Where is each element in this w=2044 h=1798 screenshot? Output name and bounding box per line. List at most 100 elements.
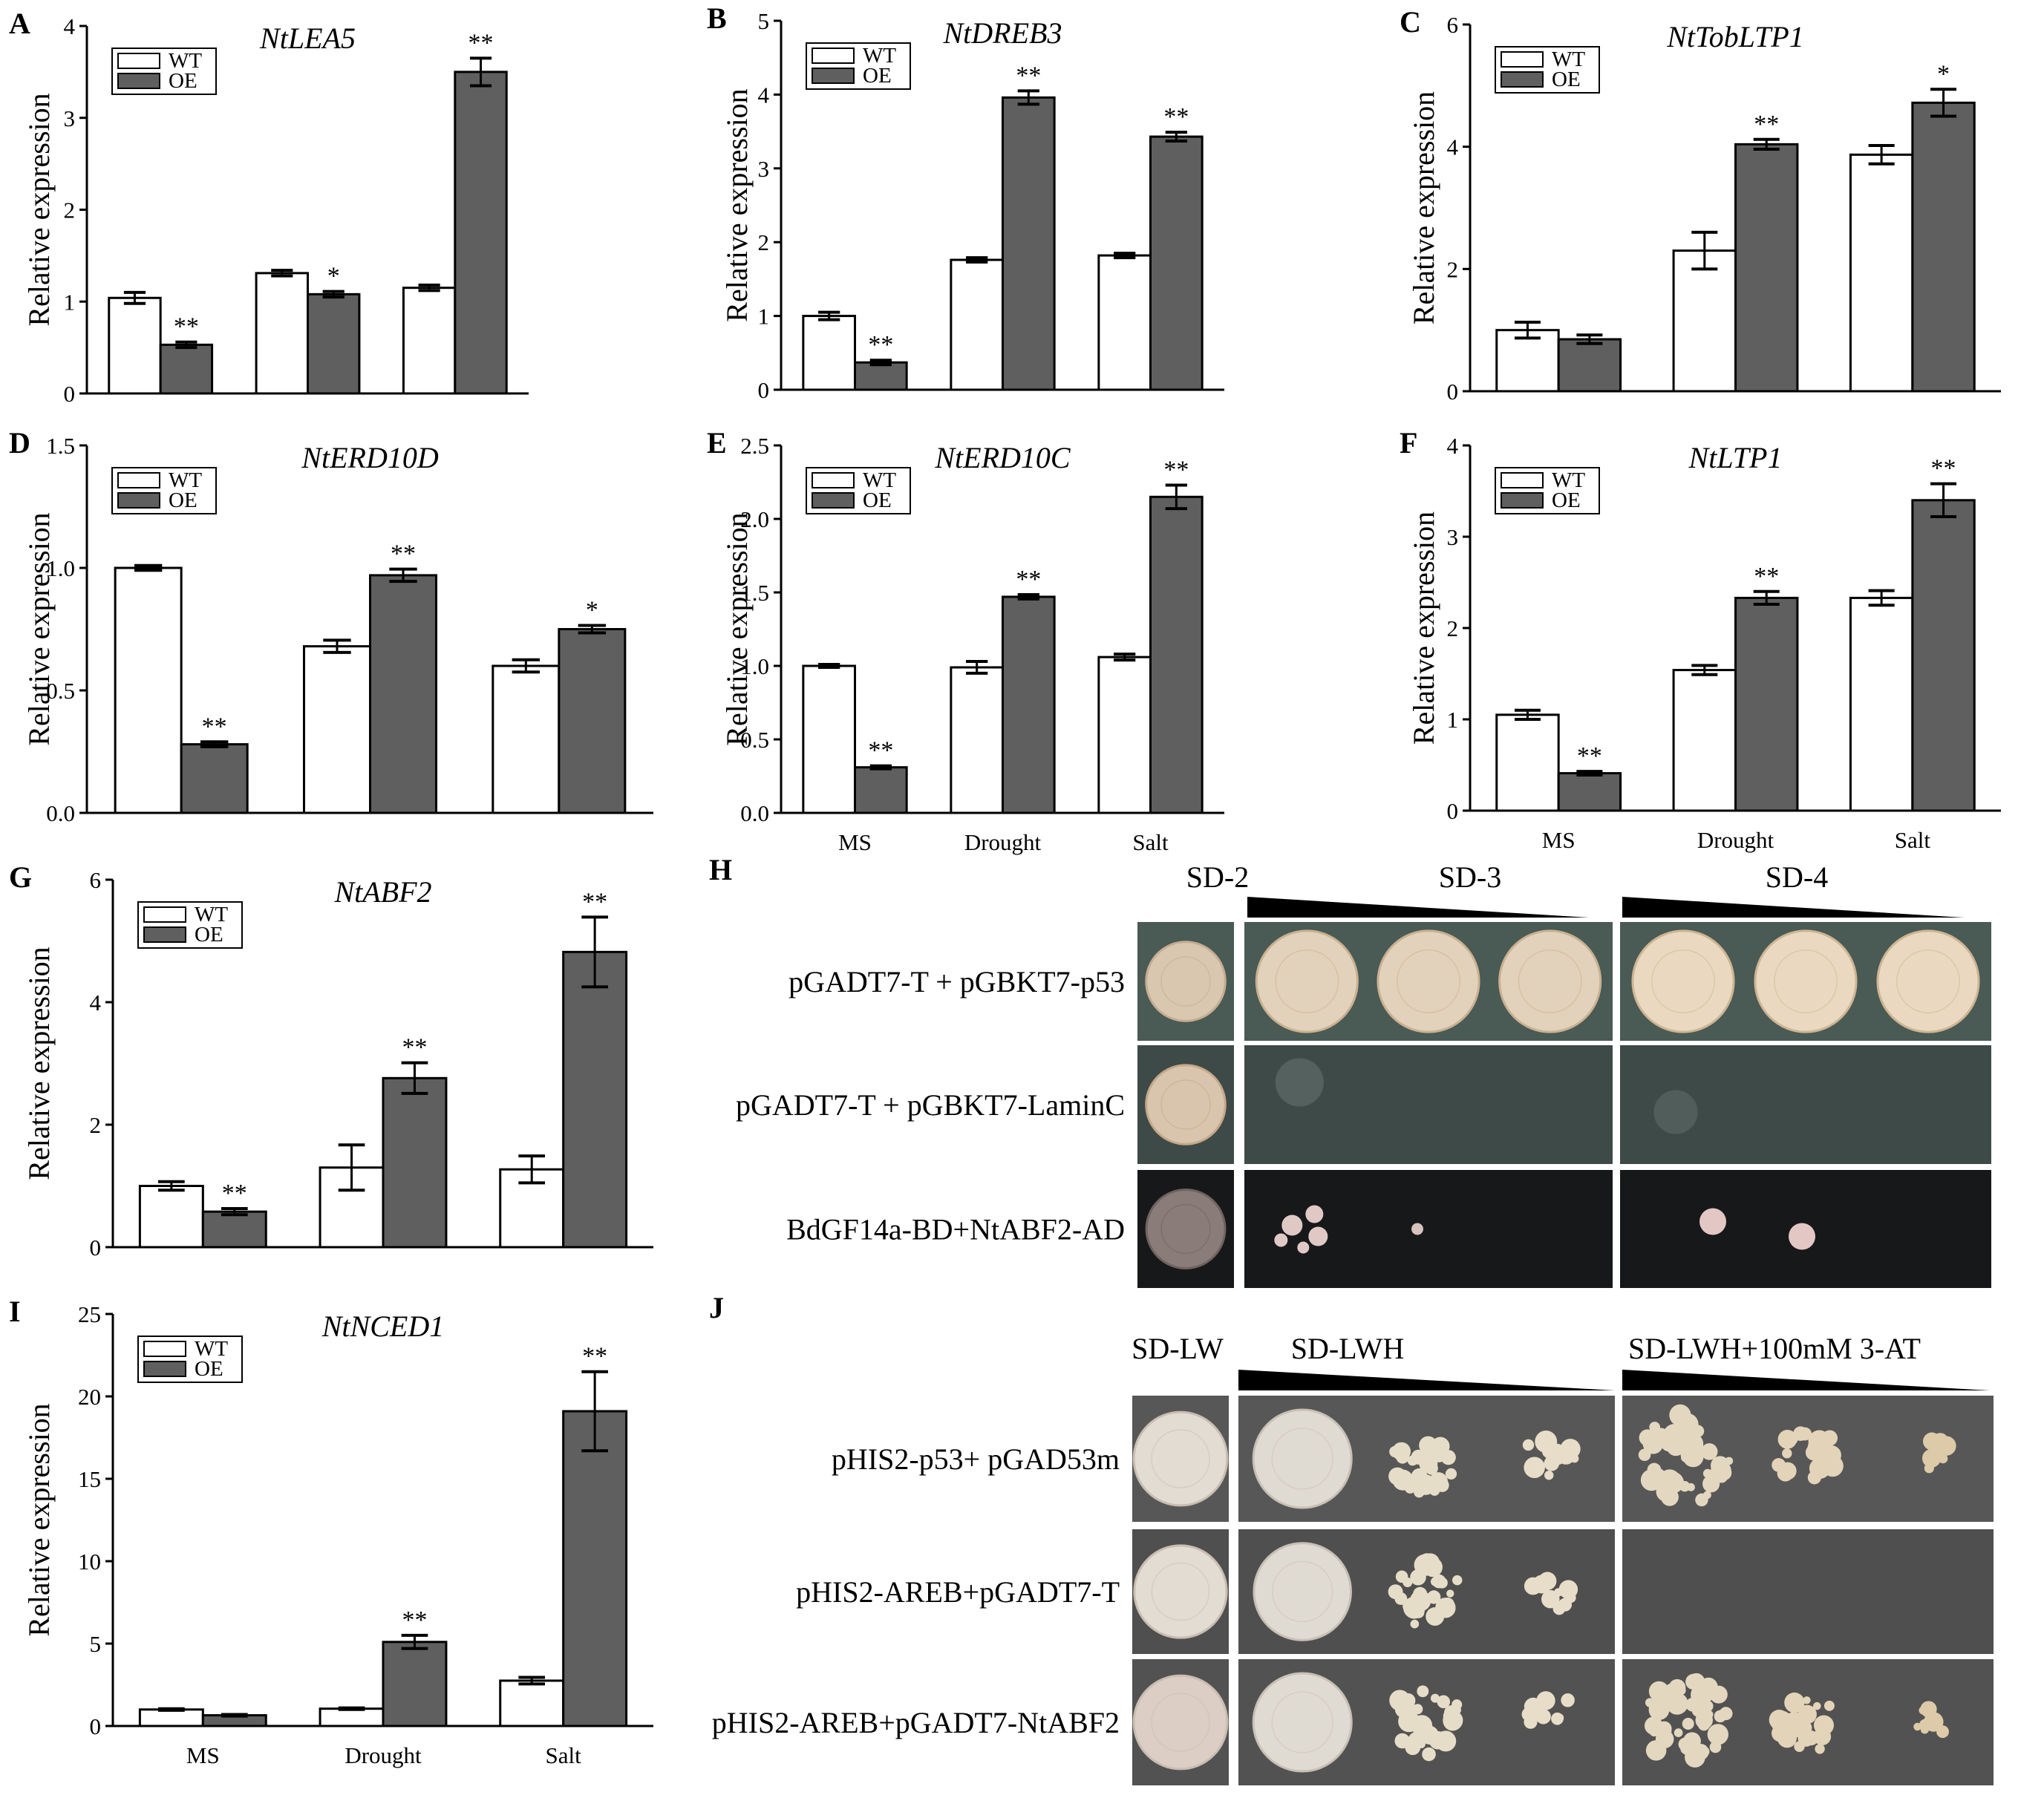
strain-label: pHIS2-AREB+pGADT7-NtABF2	[712, 1706, 1120, 1739]
bar-wt	[1672, 249, 1737, 393]
bar-wt	[499, 1679, 565, 1727]
colony-ring	[1518, 949, 1582, 1013]
y-tick-label: 3	[1447, 524, 1459, 550]
significance-mark: **	[582, 888, 607, 915]
x-tick-label: MS	[186, 1742, 220, 1768]
colony-dot	[1422, 1747, 1436, 1762]
bar-wt	[255, 272, 310, 395]
y-tick-label: 5	[758, 8, 770, 34]
yeast-colony	[1631, 929, 1735, 1033]
bar-wt	[402, 287, 457, 395]
yeast-colony	[1132, 1674, 1229, 1771]
colony-dot	[1812, 1701, 1821, 1710]
colony-dot	[1695, 1711, 1713, 1729]
colony-dot	[1407, 1455, 1418, 1466]
y-axis-label: Relative expression	[1407, 511, 1440, 745]
chart-panel-e: E NtERD10C Relative expression 0.0 0.5 1.0 1.5…	[707, 426, 1224, 855]
colony-dot	[1784, 1692, 1805, 1713]
y-tick-label: 20	[78, 1384, 101, 1410]
colony-dot	[1921, 1448, 1942, 1468]
colony-ring	[1271, 1428, 1333, 1490]
bar-wt	[108, 296, 162, 395]
y-tick-label: 25	[78, 1301, 101, 1327]
significance-mark: **	[202, 713, 227, 740]
y-axis-label: Relative expression	[720, 512, 754, 745]
colony-dot	[1558, 1580, 1578, 1599]
faint-colony	[1275, 1058, 1324, 1107]
colony-dot	[1651, 1696, 1668, 1713]
bar-oe	[1557, 772, 1622, 812]
colony-dot	[1813, 1437, 1822, 1447]
legend-label: WT	[863, 468, 896, 492]
yeast-colony	[1253, 1542, 1352, 1641]
bar-oe	[854, 361, 908, 391]
significance-mark: **	[1754, 563, 1779, 590]
bar-wt	[138, 1708, 204, 1727]
panel-letter: B	[707, 1, 727, 35]
y-tick-label: 0.5	[740, 727, 769, 753]
y-tick-label: 2	[1447, 615, 1459, 641]
legend-swatch	[117, 492, 160, 509]
panel-letter: A	[9, 7, 30, 40]
significance-mark: **	[402, 1606, 427, 1634]
y-tick-label: 2	[1447, 256, 1459, 282]
strain-label: pHIS2-AREB+pGADT7-T	[796, 1575, 1120, 1609]
bar-oe	[558, 628, 627, 814]
colony-dot	[1660, 1434, 1678, 1452]
colony-dot	[1524, 1715, 1538, 1729]
colony-dot	[1414, 1554, 1436, 1576]
yeast-colony	[1252, 1672, 1353, 1773]
legend-swatch	[117, 472, 160, 488]
colony-dot	[1821, 1445, 1841, 1465]
plate-header: SD-4	[1766, 860, 1828, 894]
panel-letter: G	[9, 860, 32, 894]
colony-dot	[1407, 1716, 1420, 1730]
legend-label: OE	[195, 1357, 223, 1381]
plate-header: SD-2	[1186, 860, 1249, 894]
y-tick-label: 0	[90, 1713, 102, 1739]
colony-dot	[1714, 1710, 1727, 1723]
significance-mark: *	[327, 263, 340, 290]
colony-dot	[1404, 1482, 1416, 1494]
colony-dot	[1919, 1719, 1931, 1731]
colony-dot	[1444, 1705, 1459, 1720]
bar-wt	[138, 1185, 204, 1249]
y-tick-label: 2.0	[740, 506, 769, 532]
bar-wt	[802, 664, 856, 814]
yeast-panel-j: J SD-LW SD-LWH SD-LWH+100mM 3-AT pHIS2-p53+ …	[709, 1291, 1994, 1785]
colony-dot	[1769, 1710, 1789, 1730]
significance-mark: **	[1163, 456, 1189, 483]
legend-label: WT	[195, 1337, 228, 1361]
x-tick-label: Drought	[964, 829, 1042, 855]
colony-dot	[1685, 1697, 1699, 1712]
colony-dot	[1772, 1458, 1786, 1472]
chart-title: NtERD10D	[301, 441, 439, 474]
colony-ring	[1151, 1562, 1210, 1621]
colony-dot	[1545, 1443, 1567, 1465]
y-tick-label: 6	[90, 867, 102, 893]
colony-dot	[1685, 1673, 1702, 1690]
colony-ring	[1271, 1691, 1333, 1753]
bar-oe	[1149, 135, 1204, 391]
y-tick-label: 10	[78, 1549, 101, 1575]
bar-oe	[1911, 101, 1976, 393]
yeast-colony	[1754, 929, 1858, 1033]
y-axis-label: Relative expression	[22, 93, 56, 326]
y-tick-label: 2	[90, 1112, 102, 1138]
colony-ring	[1160, 1203, 1211, 1255]
legend-swatch	[1501, 492, 1544, 509]
plate-header: SD-LWH	[1291, 1332, 1405, 1365]
colony-dot	[1417, 1685, 1429, 1698]
yeast-colony	[1145, 941, 1227, 1022]
colony-dot	[1281, 1215, 1303, 1236]
yeast-colony	[1255, 929, 1359, 1033]
dilution-wedge	[1238, 1370, 1615, 1390]
y-tick-label: 3	[758, 156, 770, 182]
y-tick-label: 0.5	[46, 678, 75, 704]
colony-dot	[1676, 1685, 1686, 1696]
chart-title: NtLTP1	[1688, 441, 1783, 474]
dilution-wedge	[1622, 1370, 1990, 1390]
colony-dot	[1823, 1700, 1835, 1711]
significance-mark: **	[468, 29, 494, 56]
